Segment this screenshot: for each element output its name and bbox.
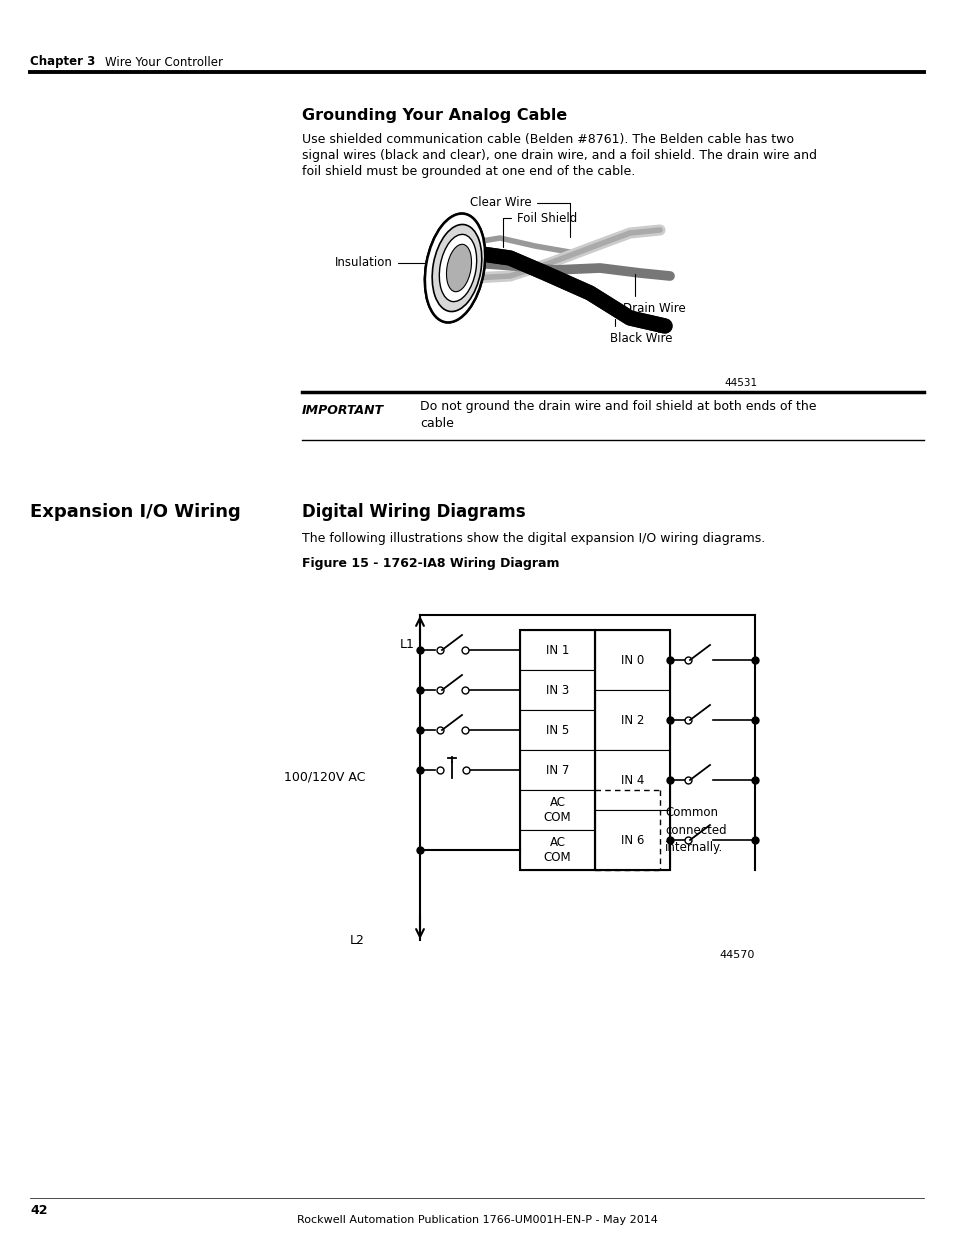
Ellipse shape	[432, 225, 481, 311]
Ellipse shape	[446, 245, 471, 291]
Text: IN 1: IN 1	[545, 643, 569, 657]
Bar	[519, 710, 595, 750]
Text: Foil Shield: Foil Shield	[502, 211, 577, 247]
Ellipse shape	[432, 225, 481, 311]
Text: 44531: 44531	[723, 378, 757, 388]
Text: signal wires (black and clear), one drain wire, and a foil shield. The drain wir: signal wires (black and clear), one drai…	[302, 149, 816, 162]
Text: IN 4: IN 4	[620, 773, 643, 787]
Text: Drain Wire: Drain Wire	[622, 274, 685, 315]
Text: IMPORTANT: IMPORTANT	[302, 405, 384, 417]
Ellipse shape	[438, 235, 476, 301]
Text: L2: L2	[350, 934, 365, 946]
Ellipse shape	[446, 245, 471, 291]
Text: IN 0: IN 0	[620, 653, 643, 667]
Bar	[519, 630, 595, 671]
Text: Common
connected
internally.: Common connected internally.	[664, 806, 726, 853]
Text: Figure 15 - 1762-IA8 Wiring Diagram: Figure 15 - 1762-IA8 Wiring Diagram	[302, 557, 558, 571]
Ellipse shape	[424, 214, 485, 322]
Text: IN 2: IN 2	[620, 714, 643, 726]
Bar	[519, 790, 595, 830]
Text: foil shield must be grounded at one end of the cable.: foil shield must be grounded at one end …	[302, 165, 635, 178]
Text: Clear Wire: Clear Wire	[470, 196, 569, 237]
Bar	[595, 810, 669, 869]
Text: Expansion I/O Wiring: Expansion I/O Wiring	[30, 503, 240, 521]
Text: The following illustrations show the digital expansion I/O wiring diagrams.: The following illustrations show the dig…	[302, 532, 764, 545]
Text: Wire Your Controller: Wire Your Controller	[105, 56, 223, 68]
Bar	[519, 830, 595, 869]
Text: IN 3: IN 3	[545, 683, 569, 697]
Text: IN 6: IN 6	[620, 834, 643, 846]
Ellipse shape	[438, 235, 476, 301]
Text: AC
COM: AC COM	[543, 797, 571, 824]
Text: 42: 42	[30, 1203, 48, 1216]
Text: cable: cable	[419, 417, 454, 430]
Text: Rockwell Automation Publication 1766-UM001H-EN-P - May 2014: Rockwell Automation Publication 1766-UM0…	[296, 1215, 657, 1225]
Bar	[519, 750, 595, 790]
Text: Grounding Your Analog Cable: Grounding Your Analog Cable	[302, 107, 567, 124]
Ellipse shape	[424, 214, 485, 322]
Bar	[519, 630, 595, 869]
Text: Chapter 3: Chapter 3	[30, 56, 95, 68]
Bar	[595, 630, 669, 690]
Text: 44570: 44570	[719, 950, 754, 960]
Text: Digital Wiring Diagrams: Digital Wiring Diagrams	[302, 503, 525, 521]
Text: Do not ground the drain wire and foil shield at both ends of the: Do not ground the drain wire and foil sh…	[419, 400, 816, 412]
Bar	[519, 671, 595, 710]
Bar	[595, 630, 669, 869]
Text: L1: L1	[399, 638, 415, 652]
Text: IN 5: IN 5	[545, 724, 569, 736]
Text: Black Wire: Black Wire	[609, 319, 672, 345]
Text: Use shielded communication cable (Belden #8761). The Belden cable has two: Use shielded communication cable (Belden…	[302, 133, 793, 146]
Text: IN 7: IN 7	[545, 763, 569, 777]
Bar	[595, 750, 669, 810]
Text: 100/120V AC: 100/120V AC	[283, 771, 365, 784]
Bar	[595, 690, 669, 750]
Text: AC
COM: AC COM	[543, 836, 571, 864]
Text: Insulation: Insulation	[335, 257, 429, 269]
